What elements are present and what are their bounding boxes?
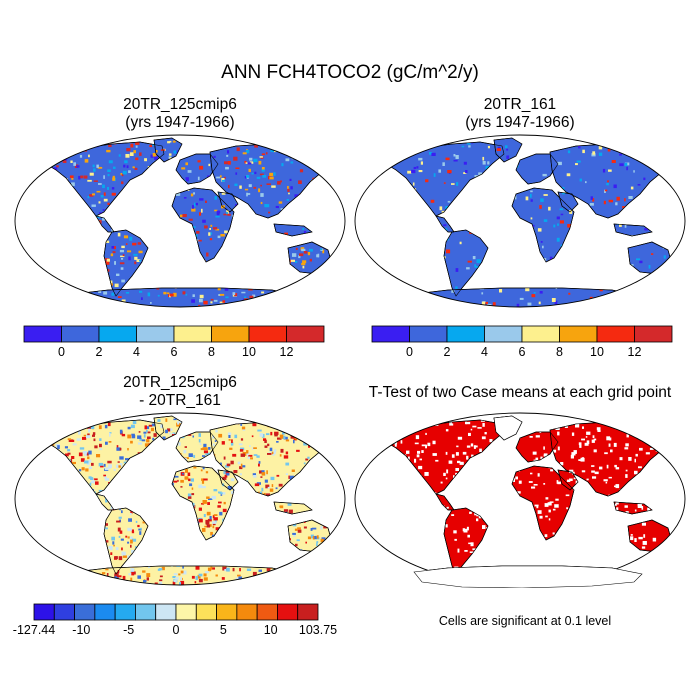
colorbar-swatch [371,325,410,343]
colorbar-tick-label: 0 [58,345,65,359]
continent-antarctica-unshaded [413,565,643,588]
colorbar-tick-label: -10 [72,623,90,637]
colorbar-tick-label: 10 [264,623,278,637]
colorbar-swatch [114,603,136,621]
colorbar-swatch [236,603,258,621]
colorbar-swatch [211,325,250,343]
colorbar-swatch [634,325,673,343]
colorbar-swatch [53,603,75,621]
colorbar-tick-label: 12 [628,345,642,359]
colorbar-swatch [409,325,448,343]
colorbar-swatch [521,325,560,343]
colorbar-swatch [155,603,177,621]
panel4-title-line1: T-Test of two Case means at each grid po… [368,384,672,401]
colorbar-tick-label: 0 [406,345,413,359]
colorbar-panel2: 0 2 4 6 8 10 12 [371,325,673,359]
map-boundary [354,134,686,308]
colorbar-tick-label: 2 [96,345,103,359]
colorbar-tick-label: 4 [481,345,488,359]
colorbar-swatch [94,603,116,621]
colorbar-swatch [596,325,635,343]
map-boundary [14,134,346,308]
colorbar-swatch [256,603,278,621]
colorbar-swatch [61,325,100,343]
colorbar-tick-label: -127.44 [13,623,55,637]
colorbar-tick-label: 103.75 [299,623,337,637]
panel2-title: 20TR_161 (yrs 1947-1966) [385,96,655,132]
colorbar-swatch [136,325,175,343]
map-panel3 [14,412,346,586]
colorbar-swatch [23,325,62,343]
panel4-title: T-Test of two Case means at each grid po… [350,384,690,402]
colorbar-swatch [173,325,212,343]
colorbar-swatch [216,603,238,621]
panel2-title-line1: 20TR_161 [483,96,557,113]
panel3-title-line1: 20TR_125cmip6 [123,374,237,391]
colorbar-swatch [248,325,287,343]
colorbar-tick-label: 6 [171,345,178,359]
colorbar-swatch [484,325,523,343]
colorbar-swatch [277,603,299,621]
colorbar-tick-label: 12 [280,345,294,359]
colorbar-swatch [135,603,157,621]
colorbar-panel3: -127.44 -10 -5 0 5 10 103.75 [13,603,337,637]
colorbar-tick-label: 4 [133,345,140,359]
panel1-title-line2: (yrs 1947-1966) [125,114,235,131]
map-panel4 [354,412,686,588]
panel3-title-line2: - 20TR_161 [139,392,221,409]
colorbar-tick-label: 5 [220,623,227,637]
colorbar-swatch [195,603,217,621]
panel1-title: 20TR_125cmip6 (yrs 1947-1966) [45,96,315,132]
colorbar-tick-label: 0 [173,623,180,637]
map-panel1 [14,134,346,308]
colorbar-tick-label: 10 [242,345,256,359]
panel3-title: 20TR_125cmip6 - 20TR_161 [45,374,315,410]
figure-title: ANN FCH4TOCO2 (gC/m^2/y) [221,62,479,83]
colorbar-tick-label: 2 [444,345,451,359]
panel2-title-line2: (yrs 1947-1966) [465,114,575,131]
colorbar-swatch [446,325,485,343]
colorbar-swatch [33,603,55,621]
colorbar-swatch [297,603,319,621]
colorbar-tick-label: 8 [556,345,563,359]
continent-greenland-unshaded [493,415,523,441]
colorbar-swatch [98,325,137,343]
colorbar-swatch [559,325,598,343]
map-boundary [14,412,346,586]
colorbar-tick-label: -5 [123,623,134,637]
panel1-title-line1: 20TR_125cmip6 [123,96,237,113]
colorbar-tick-label: 10 [590,345,604,359]
colorbar-tick-label: 6 [519,345,526,359]
colorbar-tick-label: 8 [208,345,215,359]
colorbar-swatch [286,325,325,343]
colorbar-panel1: 0 2 4 6 8 10 12 [23,325,325,359]
colorbar-swatch [74,603,96,621]
colorbar-swatch [175,603,197,621]
significance-note: Cells are significant at 0.1 level [438,614,612,628]
map-panel2 [354,134,686,308]
